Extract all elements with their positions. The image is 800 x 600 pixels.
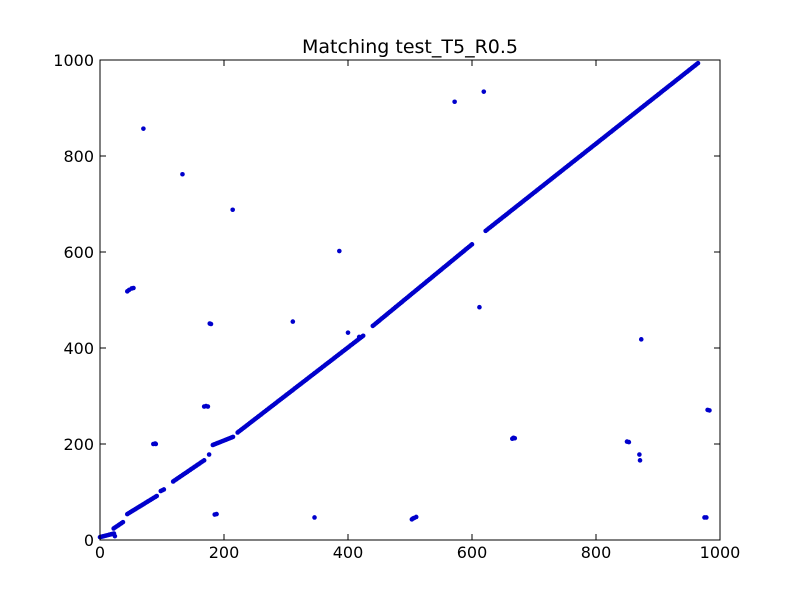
outlier-point xyxy=(707,408,712,413)
outlier-point xyxy=(637,458,643,463)
x-tick-label: 800 xyxy=(581,543,612,562)
outlier-point xyxy=(141,126,146,131)
chart-title: Matching test_T5_R0.5 xyxy=(302,36,518,58)
outlier-point xyxy=(290,319,296,324)
outlier-point xyxy=(638,337,644,342)
outlier-point xyxy=(131,285,136,291)
x-tick-label: 0 xyxy=(95,543,105,562)
outlier-point xyxy=(214,511,219,517)
y-axis: 0 200 400 600 800 1000 xyxy=(53,51,720,550)
outlier-point xyxy=(208,321,214,327)
y-tick-label: 200 xyxy=(63,435,94,454)
x-axis: 0 200 400 600 800 1000 xyxy=(95,60,740,562)
outlier-point xyxy=(413,514,419,520)
y-tick-label: 0 xyxy=(84,531,94,550)
data-point xyxy=(120,519,126,525)
outlier-point xyxy=(112,533,118,539)
x-tick-label: 400 xyxy=(333,543,364,562)
x-tick-label: 200 xyxy=(209,543,240,562)
x-tick-label: 600 xyxy=(457,543,488,562)
data-point xyxy=(230,434,236,440)
outlier-point xyxy=(337,248,342,254)
data-point xyxy=(154,493,160,499)
data-point xyxy=(161,487,167,492)
outlier-point xyxy=(637,452,642,457)
data-points xyxy=(97,60,712,540)
outlier-point xyxy=(230,207,235,213)
outlier-point xyxy=(704,515,709,520)
y-tick-label: 600 xyxy=(63,243,94,262)
data-point xyxy=(695,60,701,66)
outlier-point xyxy=(626,439,632,445)
outlier-point xyxy=(345,330,351,335)
outlier-point xyxy=(206,452,212,457)
data-point xyxy=(201,458,207,463)
outlier-point xyxy=(481,89,487,94)
outlier-point xyxy=(312,515,317,520)
outlier-point xyxy=(452,99,457,105)
outlier-point xyxy=(512,435,518,441)
y-tick-label: 800 xyxy=(63,147,94,166)
plot-area-frame xyxy=(99,59,721,541)
outlier-point xyxy=(153,441,159,447)
y-tick-label: 1000 xyxy=(53,51,94,70)
data-point xyxy=(469,242,475,247)
data-point xyxy=(360,333,366,339)
y-tick-label: 400 xyxy=(63,339,94,358)
outlier-point xyxy=(205,404,211,409)
x-tick-label: 1000 xyxy=(700,543,741,562)
outlier-point xyxy=(356,334,362,340)
outlier-point xyxy=(180,171,185,177)
outlier-point xyxy=(477,304,482,310)
